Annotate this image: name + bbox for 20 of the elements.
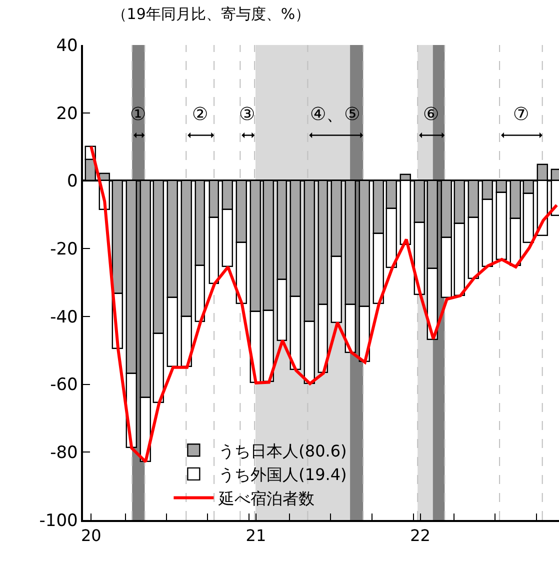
- y-tick-label: 20: [56, 104, 78, 124]
- y-tick-label: -60: [50, 375, 78, 396]
- legend-label: うち外国人(19.4): [218, 465, 347, 484]
- y-tick-label: -40: [50, 307, 78, 328]
- x-tick-label: 21: [246, 526, 266, 545]
- y-tick-label: -80: [50, 443, 78, 464]
- x-tick-label: 20: [80, 526, 102, 545]
- y-tick-label: 0: [67, 172, 78, 192]
- annotation: ⑥: [423, 104, 440, 125]
- y-tick-label: -20: [50, 240, 78, 260]
- legend-label: うち日本人(80.6): [218, 441, 347, 460]
- line-series: [90, 144, 558, 464]
- y-tick-label: -100: [39, 510, 78, 531]
- annotation: ②: [192, 104, 208, 125]
- annotation: ⑦: [513, 104, 530, 125]
- annotation: ③: [239, 104, 256, 125]
- x-tick-label: 22: [410, 526, 430, 545]
- chart-title: （19年同月比、寄与度、%）: [112, 4, 310, 23]
- y-tick-label: 40: [56, 36, 78, 56]
- legend-label: 延べ宿泊者数: [218, 488, 315, 508]
